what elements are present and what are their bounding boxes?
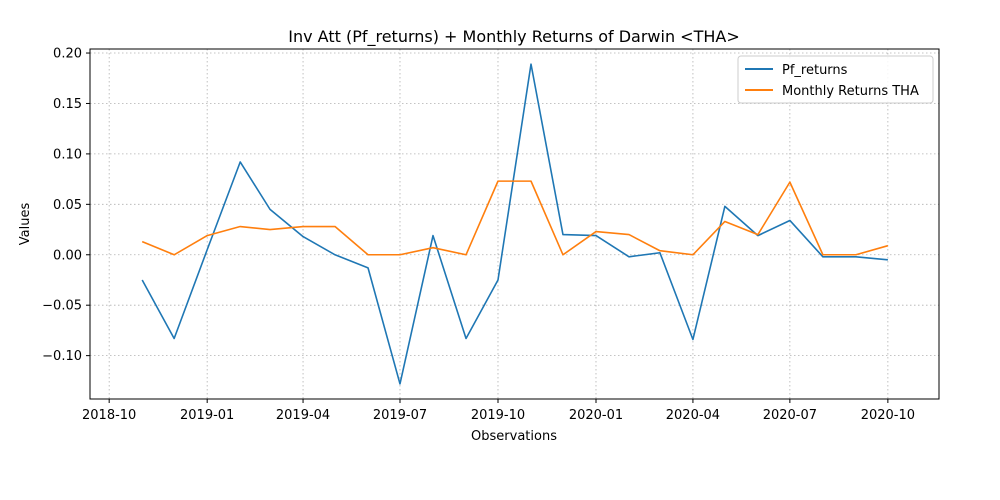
x-axis: 2018-10 2019-01 2019-04 2019-07 2019-10 2020-… [82,399,915,423]
x-tick-label: 2020-07 [763,408,817,423]
y-axis-label: Values [18,203,33,246]
grid [90,49,939,399]
x-tick-label: 2020-10 [861,408,915,423]
legend-label-pf-returns: Pf_returns [782,63,848,78]
chart-title: Inv Att (Pf_returns) + Monthly Returns o… [288,27,740,47]
x-tick-label: 2020-04 [666,408,720,423]
legend: Pf_returns Monthly Returns THA [737,55,934,104]
x-tick-label: 2019-10 [471,408,525,423]
series-lines [141,63,889,385]
y-axis: −0.10 −0.05 0.00 0.05 0.10 0.15 0.20 [42,47,90,364]
y-tick-label: −0.10 [42,349,82,364]
x-tick-label: 2020-01 [569,408,623,423]
y-tick-label: 0.20 [53,47,82,62]
legend-label-monthly-returns-tha: Monthly Returns THA [782,84,919,99]
x-tick-label: 2019-04 [276,408,330,423]
y-tick-label: −0.05 [42,299,82,314]
x-tick-label: 2018-10 [82,408,136,423]
plot-frame [89,48,940,400]
x-tick-label: 2019-07 [373,408,427,423]
x-axis-label: Observations [471,429,557,444]
y-tick-label: 0.00 [53,248,82,263]
x-tick-label: 2019-01 [180,408,234,423]
y-tick-label: 0.05 [53,198,82,213]
y-tick-label: 0.10 [53,147,82,162]
series-line-monthly-returns-tha [141,180,889,256]
y-tick-label: 0.15 [53,97,82,112]
series-line-pf-returns [141,63,888,385]
legend-box [737,55,934,104]
